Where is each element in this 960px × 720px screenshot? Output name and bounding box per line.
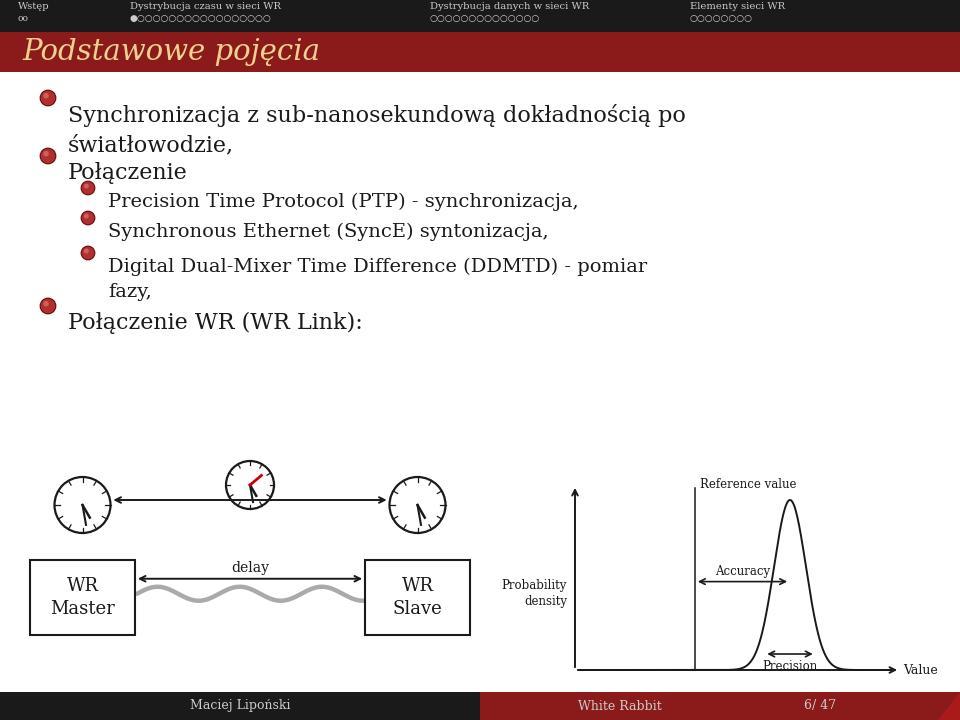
Circle shape [40, 148, 56, 163]
Text: Podstawowe pojęcia: Podstawowe pojęcia [22, 38, 320, 66]
Text: WR
Master: WR Master [50, 577, 115, 618]
Text: delay: delay [231, 561, 269, 575]
Circle shape [226, 461, 274, 509]
Text: Precision: Precision [762, 660, 818, 673]
Circle shape [84, 249, 88, 253]
Circle shape [82, 246, 95, 260]
Text: ○○○○○○○○○○○○○○: ○○○○○○○○○○○○○○ [430, 14, 540, 23]
Circle shape [390, 477, 445, 533]
Text: Maciej Lipoński: Maciej Lipoński [190, 700, 290, 713]
Text: Precision Time Protocol (PTP) - synchronizacja,: Precision Time Protocol (PTP) - synchron… [108, 193, 579, 211]
Circle shape [41, 91, 55, 104]
Text: Dystrybucja czasu w sieci WR: Dystrybucja czasu w sieci WR [130, 2, 281, 11]
Circle shape [84, 184, 88, 188]
Bar [480, 692, 960, 720]
Text: Elementy sieci WR: Elementy sieci WR [690, 2, 785, 11]
Circle shape [41, 150, 55, 163]
Text: 6/ 47: 6/ 47 [804, 700, 836, 713]
Text: Wstęp: Wstęp [18, 2, 50, 11]
Circle shape [83, 248, 93, 258]
Text: Synchronizacja z sub-nanosekundową dokładnością po
światłowodzie,: Synchronizacja z sub-nanosekundową dokła… [68, 104, 685, 157]
Text: Synchronous Ethernet (SyncE) syntonizacja,: Synchronous Ethernet (SyncE) syntonizacj… [108, 223, 548, 241]
Circle shape [84, 215, 88, 218]
Text: Probability
density: Probability density [502, 579, 567, 608]
Text: White Rabbit: White Rabbit [578, 700, 661, 713]
Polygon shape [938, 692, 960, 720]
Text: ○○○○○○○○: ○○○○○○○○ [690, 14, 753, 23]
Text: ●○○○○○○○○○○○○○○○○○: ●○○○○○○○○○○○○○○○○○ [130, 14, 272, 23]
Circle shape [83, 182, 93, 194]
Bar [30, 560, 135, 635]
Circle shape [82, 211, 95, 225]
Text: Digital Dual-Mixer Time Difference (DDMTD) - pomiar
fazy,: Digital Dual-Mixer Time Difference (DDMT… [108, 258, 647, 300]
Text: offset: offset [230, 481, 270, 495]
Circle shape [82, 181, 95, 194]
Text: oo: oo [18, 14, 29, 23]
Bar [0, 692, 480, 720]
Text: Połączenie: Połączenie [68, 162, 188, 184]
Bar [365, 560, 470, 635]
Text: Połączenie WR (WR Link):: Połączenie WR (WR Link): [68, 312, 363, 334]
Text: Reference value: Reference value [700, 478, 797, 491]
Circle shape [41, 300, 55, 312]
Circle shape [83, 212, 93, 223]
Circle shape [44, 302, 48, 306]
Circle shape [44, 94, 48, 98]
Text: Dystrybucja danych w sieci WR: Dystrybucja danych w sieci WR [430, 2, 589, 11]
Bar [0, 32, 960, 72]
Text: WR
Slave: WR Slave [393, 577, 443, 618]
Text: Accuracy: Accuracy [715, 564, 770, 577]
Bar [0, 72, 960, 692]
Circle shape [44, 152, 48, 156]
Text: Value: Value [903, 664, 938, 677]
Circle shape [40, 90, 56, 106]
Circle shape [40, 298, 56, 314]
Circle shape [55, 477, 110, 533]
Bar [0, 0, 960, 32]
